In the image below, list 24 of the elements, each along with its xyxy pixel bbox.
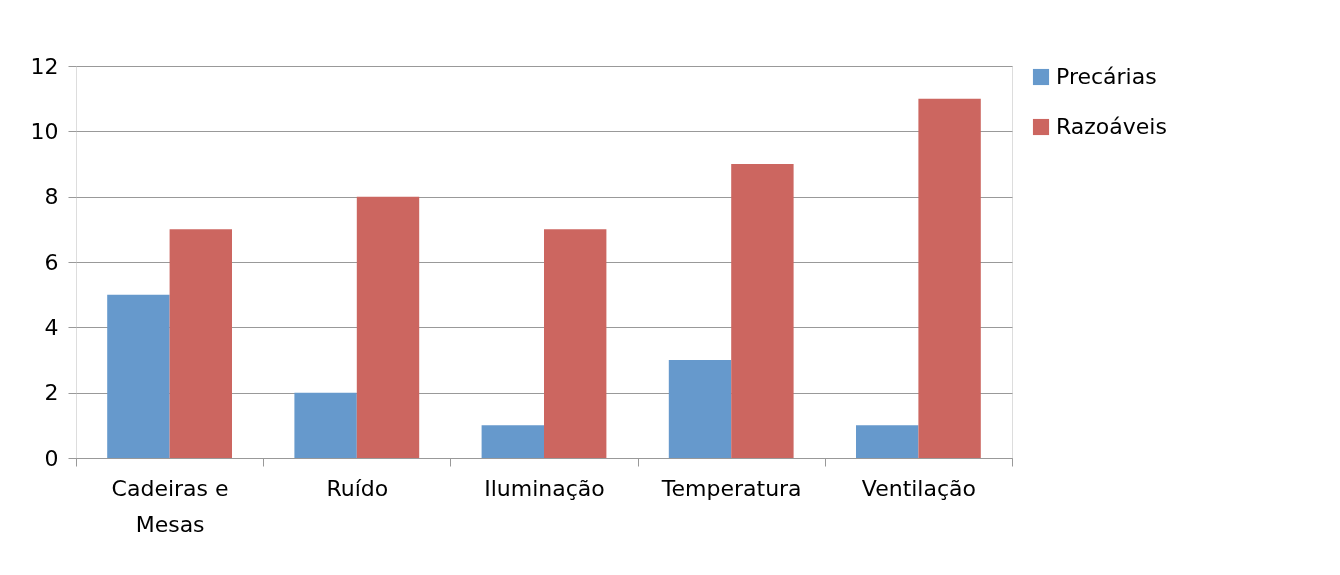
y-tick-label: 4 [44, 314, 59, 340]
y-tick-label: 2 [44, 380, 59, 406]
bar [169, 229, 232, 458]
x-tick-label: Ruído [326, 475, 389, 501]
x-tick-label: Temperatura [660, 475, 802, 501]
x-tick-label: Cadeiras e Mesas [111, 475, 229, 537]
y-tick-label: 12 [30, 53, 59, 79]
bar [107, 294, 170, 458]
bar [544, 229, 607, 458]
y-tick-label: 8 [44, 184, 59, 210]
bar [356, 196, 420, 458]
bar [918, 98, 981, 458]
bar [856, 425, 919, 458]
legend-label: Precárias [1056, 64, 1157, 89]
y-tick-label: 0 [44, 445, 59, 471]
legend-label: Razoáveis [1056, 114, 1167, 139]
y-tick-label: 10 [30, 118, 59, 144]
x-tick-label: Iluminação [484, 475, 605, 501]
x-tick-label: Ventilação [861, 475, 976, 501]
bar [294, 392, 357, 458]
y-tick-label: 6 [44, 249, 59, 275]
bar [668, 360, 732, 458]
bar [481, 425, 544, 458]
bar [731, 164, 794, 458]
